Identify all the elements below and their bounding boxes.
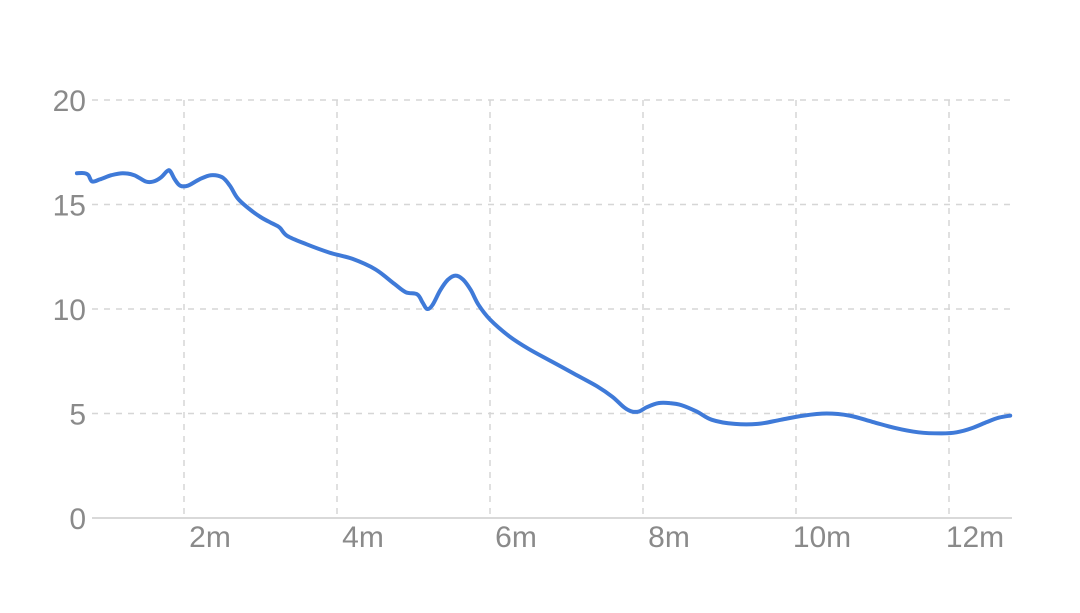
x-tick-label: 4m [342,521,384,554]
y-tick-label: 10 [53,294,86,327]
x-tick-label: 12m [946,521,1004,554]
y-tick-label: 20 [53,85,86,118]
tick-labels: 0 5 10 15 20 2m 4m 6m 8m 10m 12m [53,85,1005,554]
x-tick-label: 6m [495,521,537,554]
grid-lines [92,99,1012,518]
x-tick-label: 8m [648,521,690,554]
y-tick-label: 5 [69,399,86,432]
series [74,168,1013,436]
y-tick-label: 0 [69,503,86,536]
x-tick-label: 2m [189,521,231,554]
x-tick-label: 10m [793,521,851,554]
y-tick-label: 15 [53,190,86,223]
series-line [74,168,1013,436]
